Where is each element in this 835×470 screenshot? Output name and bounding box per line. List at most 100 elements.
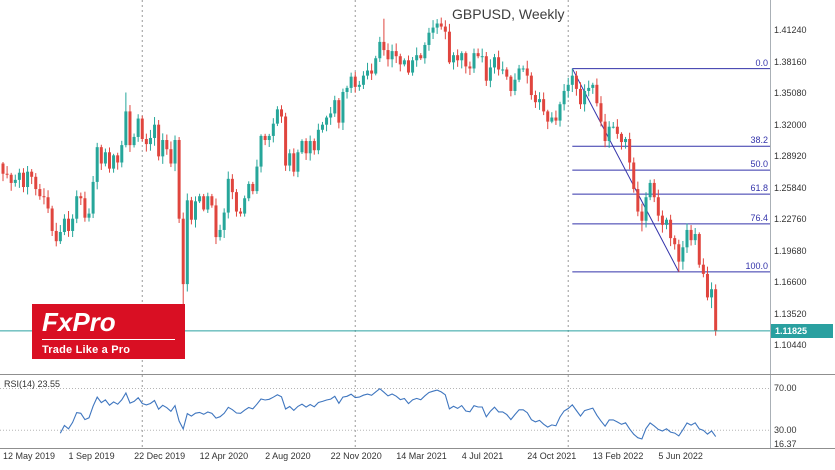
candle (701, 258, 705, 278)
candle (218, 224, 222, 241)
candle (320, 121, 324, 133)
candle (140, 115, 144, 142)
candle (132, 133, 136, 148)
candle (333, 95, 337, 117)
candle (337, 98, 341, 129)
candle (99, 144, 103, 170)
candle (570, 68, 574, 93)
candle (644, 192, 648, 228)
candle (583, 84, 587, 112)
candle (415, 47, 419, 67)
candle (1, 161, 5, 182)
candle (640, 203, 644, 232)
candle (128, 105, 132, 152)
candle (247, 181, 251, 202)
candle (529, 72, 533, 100)
candle (419, 53, 423, 61)
candle (558, 101, 562, 127)
candle (411, 57, 415, 76)
candle (144, 133, 148, 152)
candle (210, 193, 214, 208)
candle (435, 19, 439, 34)
candle (263, 133, 267, 146)
candle (550, 112, 554, 124)
candle (710, 282, 714, 309)
candle (226, 171, 230, 219)
candle (394, 43, 398, 64)
candle (673, 235, 677, 250)
candle (632, 157, 636, 193)
candle (198, 193, 202, 204)
candle (345, 85, 349, 99)
candle (46, 190, 50, 214)
candle (62, 214, 66, 236)
candle (103, 148, 107, 167)
candle (5, 166, 9, 179)
candle (521, 65, 525, 73)
fib-trend-line (571, 68, 680, 273)
candle (443, 20, 447, 40)
candle (431, 20, 435, 40)
candle (161, 133, 165, 164)
candle (525, 60, 529, 84)
rsi-indicator-label: RSI(14) 23.55 (4, 379, 60, 389)
candle (505, 67, 509, 80)
candle (390, 44, 394, 68)
candle (427, 27, 431, 51)
candle (423, 42, 427, 64)
candle (398, 53, 402, 72)
candle (689, 225, 693, 246)
candle (587, 80, 591, 97)
current-price-badge: 1.11825 (771, 323, 833, 338)
candle (562, 84, 566, 111)
candle (554, 110, 558, 125)
candle (439, 17, 443, 30)
candle (169, 141, 173, 168)
candle (26, 166, 30, 195)
candle (636, 181, 640, 217)
candle (501, 61, 505, 75)
candle (591, 82, 595, 94)
candle (214, 198, 218, 245)
candle (30, 169, 34, 185)
candle (165, 134, 169, 155)
candle (447, 23, 451, 65)
candle (87, 208, 91, 222)
candle (157, 120, 161, 161)
candle (599, 96, 603, 127)
candle (259, 134, 263, 173)
candle (34, 173, 38, 196)
candle (615, 119, 619, 139)
candle (714, 284, 718, 336)
candle (361, 71, 365, 89)
candle (542, 92, 546, 116)
candle (464, 51, 468, 74)
candle (9, 172, 13, 191)
candle (460, 51, 464, 69)
candles-series[interactable] (1, 17, 718, 336)
candle (329, 107, 333, 125)
candle (488, 59, 492, 88)
candle (67, 211, 71, 237)
candle (693, 228, 697, 245)
candle (202, 193, 206, 212)
candle (54, 222, 58, 247)
candle (267, 133, 271, 147)
candle (38, 183, 42, 200)
candle (497, 50, 501, 76)
candle (173, 135, 177, 172)
candle (456, 49, 460, 67)
candle (189, 196, 193, 225)
candle (21, 168, 25, 193)
candle (574, 71, 578, 96)
rsi-indicator-name: RSI(14) (4, 379, 36, 389)
candle (112, 153, 116, 173)
candle (656, 189, 660, 222)
candle (513, 73, 517, 96)
candle (71, 214, 75, 238)
candle (492, 53, 496, 74)
candle (124, 92, 128, 148)
candle (677, 239, 681, 272)
